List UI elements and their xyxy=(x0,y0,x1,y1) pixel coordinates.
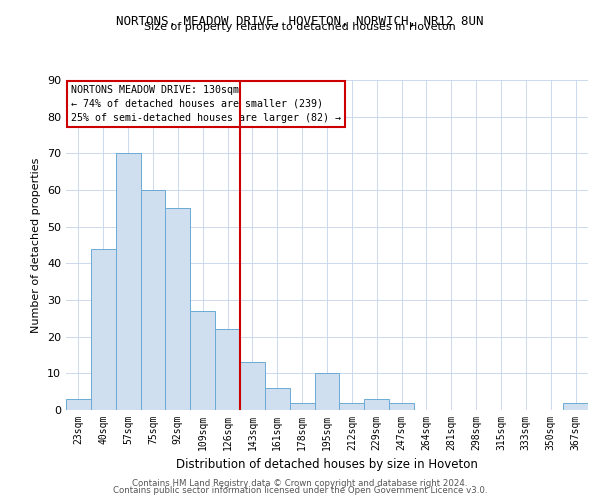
Bar xyxy=(240,362,265,410)
Y-axis label: Number of detached properties: Number of detached properties xyxy=(31,158,41,332)
Bar xyxy=(290,402,314,410)
Bar xyxy=(389,402,414,410)
Bar xyxy=(265,388,290,410)
Text: NORTONS MEADOW DRIVE: 130sqm
← 74% of detached houses are smaller (239)
25% of s: NORTONS MEADOW DRIVE: 130sqm ← 74% of de… xyxy=(71,85,341,123)
Text: Contains public sector information licensed under the Open Government Licence v3: Contains public sector information licen… xyxy=(113,486,487,495)
Bar xyxy=(364,399,389,410)
Bar xyxy=(166,208,190,410)
Text: Size of property relative to detached houses in Hoveton: Size of property relative to detached ho… xyxy=(144,22,456,32)
Bar xyxy=(314,374,340,410)
X-axis label: Distribution of detached houses by size in Hoveton: Distribution of detached houses by size … xyxy=(176,458,478,471)
Bar xyxy=(66,399,91,410)
Bar xyxy=(190,311,215,410)
Bar xyxy=(116,154,140,410)
Text: NORTONS, MEADOW DRIVE, HOVETON, NORWICH, NR12 8UN: NORTONS, MEADOW DRIVE, HOVETON, NORWICH,… xyxy=(116,15,484,28)
Bar xyxy=(340,402,364,410)
Bar xyxy=(215,330,240,410)
Text: Contains HM Land Registry data © Crown copyright and database right 2024.: Contains HM Land Registry data © Crown c… xyxy=(132,478,468,488)
Bar xyxy=(91,248,116,410)
Bar xyxy=(563,402,588,410)
Bar xyxy=(140,190,166,410)
